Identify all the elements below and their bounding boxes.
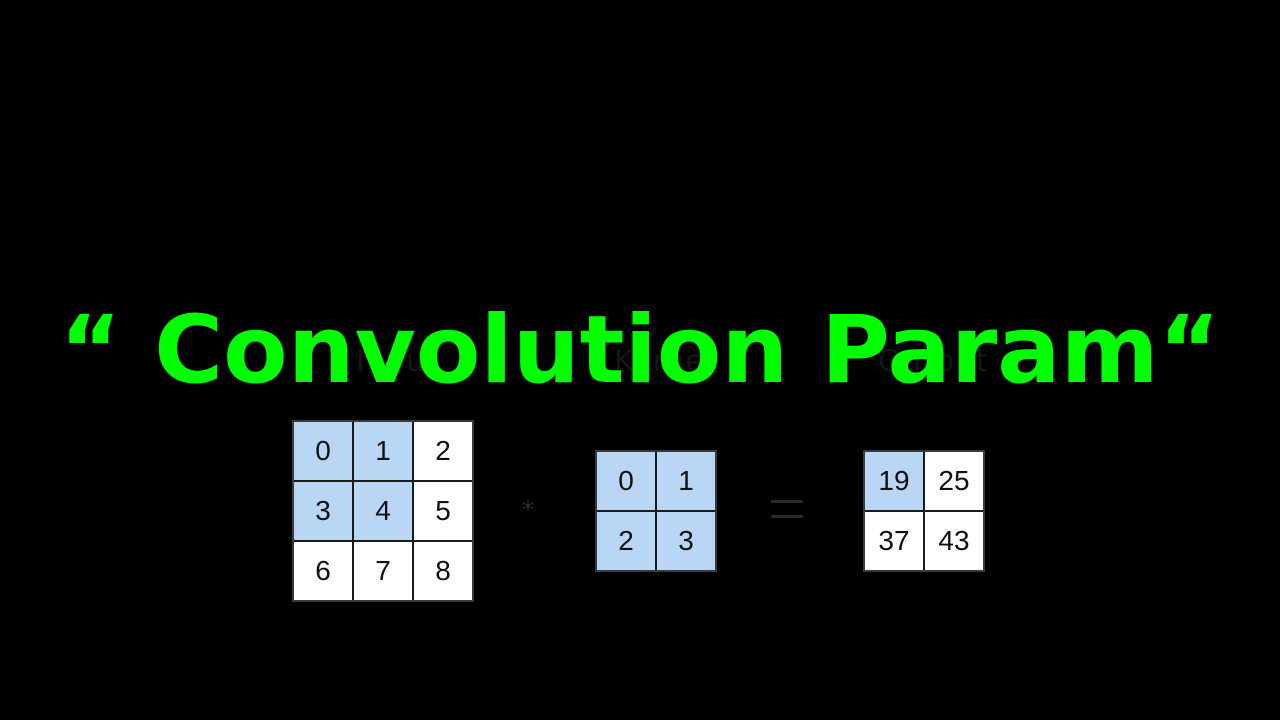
input-matrix: 0 1 2 3 4 5 6 7 8 (292, 420, 474, 602)
input-label: Input (356, 344, 439, 379)
output-label: Output (878, 344, 989, 379)
kernel-label: Kernel (614, 344, 715, 379)
input-cell: 5 (414, 482, 472, 540)
kernel-cell: 2 (597, 512, 655, 570)
input-cell: 4 (354, 482, 412, 540)
output-matrix: 19 25 37 43 (863, 450, 985, 572)
kernel-cell: 3 (657, 512, 715, 570)
output-cell: 19 (865, 452, 923, 510)
input-cell: 0 (294, 422, 352, 480)
equals-operator (771, 500, 803, 518)
output-cell: 37 (865, 512, 923, 570)
input-cell: 8 (414, 542, 472, 600)
input-cell: 7 (354, 542, 412, 600)
output-cell: 43 (925, 512, 983, 570)
input-cell: 2 (414, 422, 472, 480)
kernel-cell: 1 (657, 452, 715, 510)
output-cell: 25 (925, 452, 983, 510)
kernel-matrix: 0 1 2 3 (595, 450, 717, 572)
convolution-operator: * (522, 496, 534, 524)
input-cell: 3 (294, 482, 352, 540)
input-cell: 1 (354, 422, 412, 480)
input-cell: 6 (294, 542, 352, 600)
slide-title: “ Convolution Param“ (59, 296, 1221, 405)
kernel-cell: 0 (597, 452, 655, 510)
